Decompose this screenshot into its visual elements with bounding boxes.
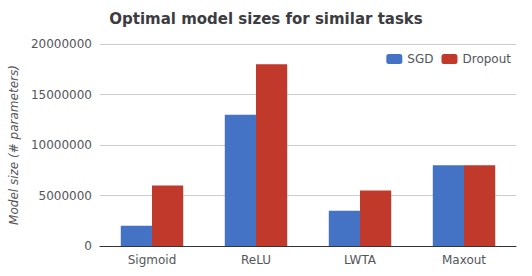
svg-text:SGD: SGD — [407, 52, 433, 66]
svg-text:LWTA: LWTA — [344, 253, 377, 267]
svg-text:ReLU: ReLU — [241, 253, 271, 267]
svg-text:20000000: 20000000 — [31, 37, 92, 51]
svg-text:10000000: 10000000 — [31, 138, 92, 152]
svg-text:Optimal model sizes for simila: Optimal model sizes for similar tasks — [109, 10, 423, 28]
svg-text:Model size (# parameters): Model size (# parameters) — [7, 65, 21, 225]
svg-text:Maxout: Maxout — [442, 253, 486, 267]
svg-text:Sigmoid: Sigmoid — [128, 253, 177, 267]
svg-text:Dropout: Dropout — [462, 52, 511, 66]
svg-text:15000000: 15000000 — [31, 88, 92, 102]
svg-text:0: 0 — [84, 239, 92, 253]
svg-text:5000000: 5000000 — [39, 189, 92, 203]
